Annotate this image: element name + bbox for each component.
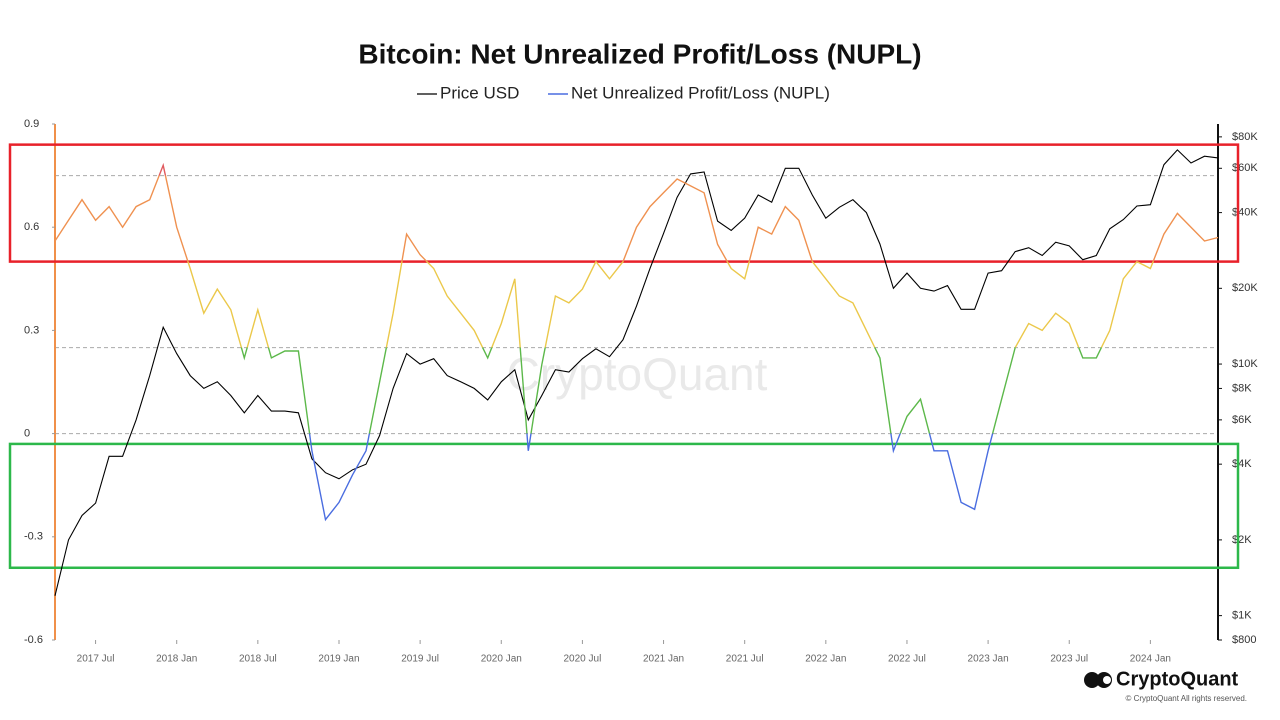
y2-tick-label: $8K — [1232, 382, 1252, 394]
legend-label: Price USD — [440, 83, 519, 102]
y2-tick-label: $4K — [1232, 458, 1252, 470]
nupl-line — [54, 162, 1219, 522]
highlight-box — [8, 442, 1240, 570]
x-tick-label: 2021 Jul — [726, 654, 764, 665]
y2-tick-label: $40K — [1232, 207, 1258, 219]
chart-title: Bitcoin: Net Unrealized Profit/Loss (NUP… — [358, 38, 921, 69]
brand: CryptoQuant — [1116, 668, 1239, 690]
copyright: © CryptoQuant All rights reserved. — [1126, 694, 1248, 703]
x-tick-label: 2020 Jul — [564, 654, 602, 665]
y-tick-label: -0.6 — [24, 634, 43, 646]
x-tick-label: 2019 Jul — [401, 654, 439, 665]
y2-tick-label: $800 — [1232, 634, 1256, 646]
y-tick-label: 0.9 — [24, 118, 39, 130]
y2-tick-label: $2K — [1232, 534, 1252, 546]
x-tick-label: 2019 Jan — [318, 654, 359, 665]
y-tick-label: 0 — [24, 428, 30, 440]
x-tick-label: 2021 Jan — [643, 654, 684, 665]
legend-label: Net Unrealized Profit/Loss (NUPL) — [571, 83, 830, 102]
x-tick-label: 2023 Jul — [1050, 654, 1088, 665]
y2-tick-label: $10K — [1232, 358, 1258, 370]
x-tick-label: 2022 Jul — [888, 654, 926, 665]
y-tick-label: -0.3 — [24, 531, 43, 543]
y2-tick-label: $6K — [1232, 414, 1252, 426]
watermark: CryptoQuant — [507, 348, 768, 400]
x-tick-label: 2023 Jan — [968, 654, 1009, 665]
y2-tick-label: $60K — [1232, 162, 1258, 174]
x-tick-label: 2024 Jan — [1130, 654, 1171, 665]
x-tick-label: 2018 Jul — [239, 654, 277, 665]
x-tick-label: 2022 Jan — [805, 654, 846, 665]
y-tick-label: 0.3 — [24, 324, 39, 336]
x-tick-label: 2020 Jan — [481, 654, 522, 665]
y2-tick-label: $80K — [1232, 131, 1258, 143]
highlight-box — [8, 143, 1240, 263]
y-tick-label: 0.6 — [24, 221, 39, 233]
price-line — [54, 149, 1219, 596]
x-tick-label: 2018 Jan — [156, 654, 197, 665]
y2-tick-label: $20K — [1232, 282, 1258, 294]
brand-logo — [1084, 672, 1112, 688]
x-tick-label: 2017 Jul — [77, 654, 115, 665]
y2-tick-label: $1K — [1232, 610, 1252, 622]
